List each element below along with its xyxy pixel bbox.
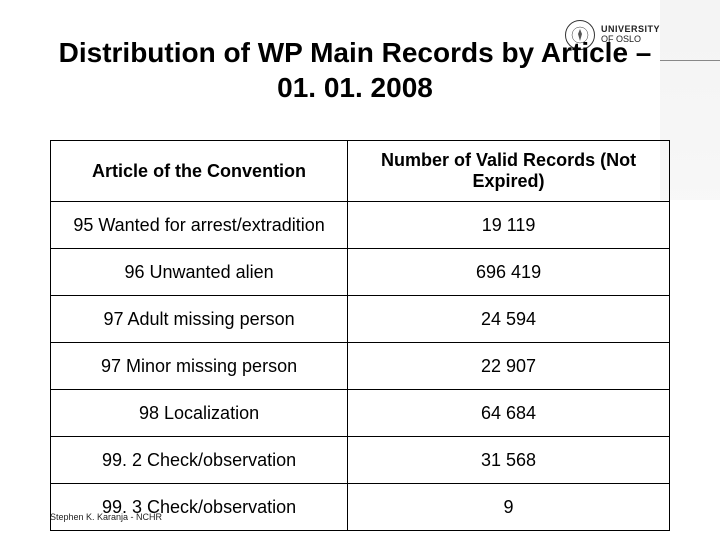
records-table: Article of the Convention Number of Vali… [50, 140, 670, 531]
records-table-container: Article of the Convention Number of Vali… [50, 140, 670, 531]
cell-value: 19 119 [348, 202, 670, 249]
cell-value: 9 [348, 484, 670, 531]
cell-article: 99. 2 Check/observation [51, 437, 348, 484]
table-body: 95 Wanted for arrest/extradition19 119 9… [51, 202, 670, 531]
table-row: 98 Localization64 684 [51, 390, 670, 437]
footer-credit: Stephen K. Karanja - NCHR [50, 512, 162, 522]
cell-value: 24 594 [348, 296, 670, 343]
table-row: 96 Unwanted alien696 419 [51, 249, 670, 296]
col-header-article: Article of the Convention [51, 141, 348, 202]
cell-article: 98 Localization [51, 390, 348, 437]
cell-value: 31 568 [348, 437, 670, 484]
col-header-records: Number of Valid Records (Not Expired) [348, 141, 670, 202]
cell-article: 97 Adult missing person [51, 296, 348, 343]
table-header-row: Article of the Convention Number of Vali… [51, 141, 670, 202]
cell-value: 22 907 [348, 343, 670, 390]
table-row: 95 Wanted for arrest/extradition19 119 [51, 202, 670, 249]
cell-article: 97 Minor missing person [51, 343, 348, 390]
cell-value: 64 684 [348, 390, 670, 437]
cell-article: 95 Wanted for arrest/extradition [51, 202, 348, 249]
header-underline [660, 60, 720, 61]
table-row: 97 Minor missing person22 907 [51, 343, 670, 390]
table-row: 99. 3 Check/observation9 [51, 484, 670, 531]
cell-article: 99. 3 Check/observation [51, 484, 348, 531]
cell-value: 696 419 [348, 249, 670, 296]
slide-title: Distribution of WP Main Records by Artic… [50, 35, 660, 105]
cell-article: 96 Unwanted alien [51, 249, 348, 296]
table-row: 99. 2 Check/observation31 568 [51, 437, 670, 484]
table-row: 97 Adult missing person24 594 [51, 296, 670, 343]
